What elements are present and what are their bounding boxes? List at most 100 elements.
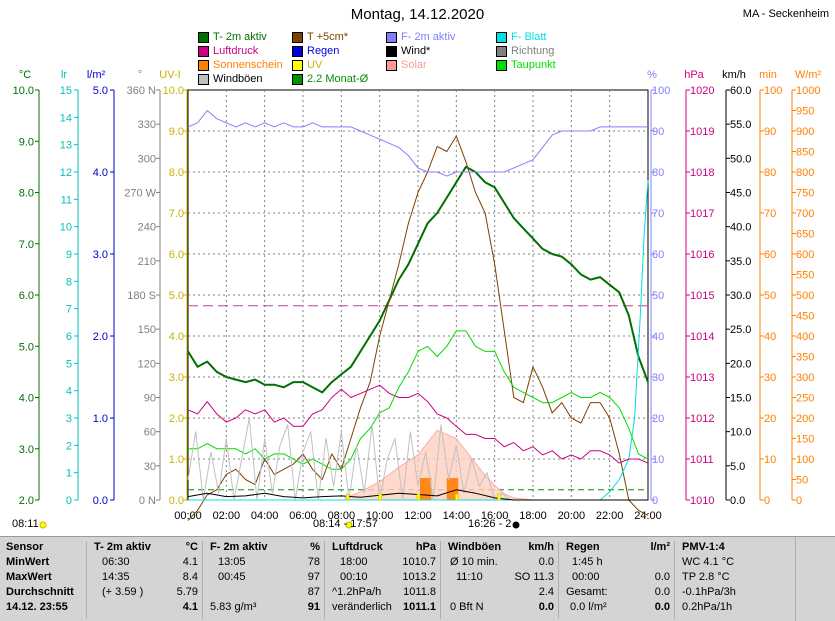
legend-label: 2.2 Monat-Ø: [307, 73, 369, 85]
wind-axis-label: 40.0: [730, 222, 751, 234]
direction-axis-label: 240: [138, 222, 156, 234]
f2m-avg-value: 87: [307, 586, 320, 598]
uv-axis-label: 0.0: [169, 495, 184, 507]
solar-axis-label: 200: [796, 413, 814, 425]
axis-header: lr: [61, 69, 67, 81]
direction-axis-label: 30: [144, 461, 156, 473]
sun-minutes-axis-label: 0: [764, 495, 770, 507]
solar-axis-label: 750: [796, 188, 814, 200]
stats-row-min: MinWert: [6, 556, 50, 568]
direction-axis-label: 300: [138, 153, 156, 165]
rain-current-label: 0.0 l/m²: [570, 601, 607, 613]
pressure-axis-label: 1017: [690, 208, 714, 220]
axis-header: km/h: [722, 69, 746, 81]
series-line-luftdruck: [187, 384, 649, 464]
legend-label: Richtung: [511, 45, 555, 57]
stats-col-wind: Windböen km/h Ø 10 min. 0.0 11:10 SO 11.3 2…: [440, 541, 558, 619]
humidity-axis-label: 60: [652, 249, 664, 261]
f2m-max-time: 00:45: [218, 571, 246, 583]
humidity-axis-label: 80: [652, 167, 664, 179]
lr-axis-label: 14: [60, 112, 72, 124]
legend-item: T +5cm*: [292, 31, 348, 43]
rain-axis-label: 4.0: [93, 167, 108, 179]
stats-col-sensor: Sensor MinWert MaxWert Durchschnitt 14.1…: [6, 541, 88, 619]
temp-axis-label: 8.0: [19, 188, 34, 200]
press-current-value: 1011.1: [402, 601, 436, 613]
legend-swatch: [292, 59, 303, 71]
x-tick-label: 18:00: [519, 510, 547, 522]
rain-unit: l/m²: [650, 541, 670, 553]
rain-duration: 1:45 h: [572, 556, 603, 568]
press-forecast: veränderlich: [332, 601, 392, 613]
solar-axis-label: 0: [796, 495, 802, 507]
legend-item: F- 2m aktiv: [386, 31, 455, 43]
legend-swatch: [386, 31, 397, 43]
axis-header: UV-I: [159, 69, 180, 81]
uv-axis-label: 2.0: [169, 413, 184, 425]
lr-axis-label: 1: [66, 468, 72, 480]
sun-minutes-axis-label: 100: [764, 85, 782, 97]
pressure-axis-label: 1020: [690, 85, 714, 97]
temp-axis-label: 9.0: [19, 136, 34, 148]
stats-header-sensor: Sensor: [6, 541, 44, 553]
pmv-windchill: WC 4.1 °C: [682, 556, 735, 568]
axis-header: hPa: [684, 69, 704, 81]
stats-col-f2m: F- 2m aktiv% 13:05 78 00:45 97 87 5.83 g/m…: [202, 541, 324, 619]
direction-axis-label: 0 N: [139, 495, 156, 507]
rain-axis-label: 3.0: [93, 249, 108, 261]
humidity-axis-label: 30: [652, 372, 664, 384]
direction-axis-label: 270 W: [124, 188, 156, 200]
lr-axis-label: 13: [60, 140, 72, 152]
solar-axis-label: 650: [796, 229, 814, 241]
legend-label: Luftdruck: [213, 45, 259, 57]
pressure-axis-label: 1016: [690, 249, 714, 261]
legend-swatch: [386, 45, 397, 57]
x-tick-label: 06:00: [289, 510, 317, 522]
axis-header: °C: [19, 69, 31, 81]
t2m-unit: °C: [185, 541, 198, 553]
humidity-axis-label: 90: [652, 126, 664, 138]
x-tick-label: 08:00: [328, 510, 356, 522]
stats-col-pressure: Luftdruck hPa 18:00 1010.7 00:10 1013.2 ^1.…: [324, 541, 440, 619]
chart-title: Montag, 14.12.2020: [350, 6, 485, 23]
solar-axis-label: 300: [796, 372, 814, 384]
x-tick-label: 14:00: [443, 510, 471, 522]
wind-header: Windböen: [448, 541, 502, 553]
solar-area: [344, 429, 534, 501]
legend-label: Wind*: [401, 45, 431, 57]
lr-axis-label: 9: [66, 249, 72, 261]
uv-axis-label: 10.0: [163, 85, 184, 97]
pressure-axis-label: 1015: [690, 290, 714, 302]
legend-item: 2.2 Monat-Ø: [292, 73, 368, 85]
lr-axis-label: 12: [60, 167, 72, 179]
pressure-axis-label: 1010: [690, 495, 714, 507]
uv-axis-label: 3.0: [169, 372, 184, 384]
moon-period-label: 16:26 - 2: [468, 518, 512, 530]
temp-axis-label: 10.0: [13, 85, 34, 97]
humidity-axis-label: 50: [652, 290, 664, 302]
press-header: Luftdruck: [332, 541, 383, 553]
legend-swatch: [496, 59, 507, 71]
temp-axis-label: 2.0: [19, 495, 34, 507]
rain-header: Regen: [566, 541, 600, 553]
press-unit: hPa: [415, 541, 436, 553]
pressure-axis-label: 1018: [690, 167, 714, 179]
wind-max-time: 11:10: [456, 571, 483, 583]
uv-mark: [455, 493, 459, 501]
lr-axis-label: 5: [66, 358, 72, 370]
legend-swatch: [198, 59, 209, 71]
weather-chart: 00:00 02:00 04:00 06:00 08:00 10:00 12:00 14:00…: [13, 69, 821, 529]
pmv-trend-3h: -0.1hPa/3h: [682, 586, 736, 598]
axis-header: min: [759, 69, 777, 81]
legend-swatch: [198, 31, 209, 43]
humidity-axis-label: 70: [652, 208, 664, 220]
series-line-taupunkt: [188, 330, 649, 470]
stats-row-max: MaxWert: [6, 571, 52, 583]
uv-mark: [416, 493, 421, 501]
rain-axis-label: 2.0: [93, 331, 108, 343]
t2m-current-value: 4.1: [182, 601, 198, 613]
direction-axis-label: 360 N: [127, 85, 156, 97]
sunshine-bar: [446, 478, 459, 500]
legend-item: Regen: [292, 45, 339, 57]
wind-axis-label: 10.0: [730, 427, 751, 439]
